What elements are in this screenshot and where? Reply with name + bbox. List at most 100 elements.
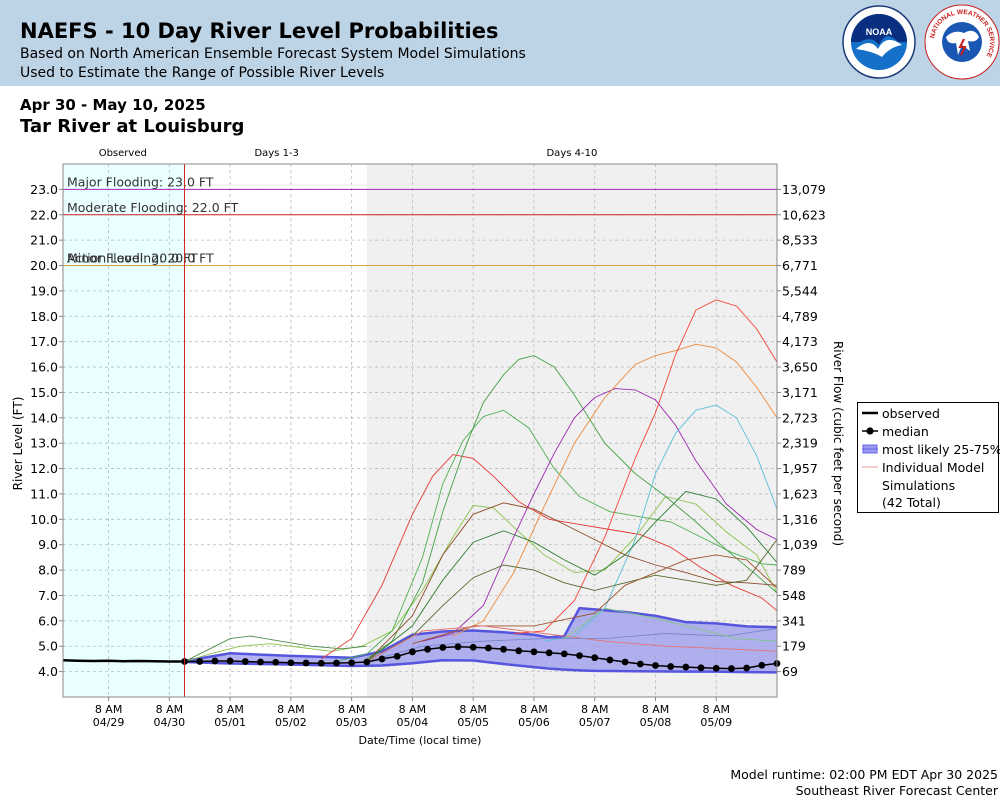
- y-axis-title: River Level (FT): [11, 397, 25, 491]
- flow-tick-label: 69: [782, 664, 798, 679]
- median-marker-icon: [862, 427, 878, 435]
- noaa-logo: NOAA: [842, 5, 916, 79]
- forecast-center: Southeast River Forecast Center: [795, 783, 998, 798]
- flow-tick-label: 789: [782, 563, 806, 578]
- river-level-chart: Major Flooding: 23.0 FT Moderate Flooding…: [11, 148, 845, 747]
- median-point: [545, 649, 553, 657]
- x-tick-label-time: 8 AM: [338, 703, 366, 716]
- axes: Observed Days 1-3 Days 4-10 4.0 5.0 6.0 7.0 8.0…: [11, 148, 845, 747]
- y-tick-label: 19.0: [30, 283, 58, 298]
- median-point: [743, 664, 751, 672]
- y-tick-label: 20.0: [30, 258, 58, 273]
- member-line: [452, 343, 778, 637]
- median-point: [621, 658, 629, 666]
- member-line: [366, 628, 778, 662]
- median-point: [667, 663, 675, 670]
- median-point: [241, 658, 249, 665]
- y-tick-label: 13.0: [30, 436, 58, 451]
- report-header: NAEFS - 10 Day River Level Probabilities…: [0, 0, 1000, 86]
- member-line: [366, 625, 778, 662]
- legend-likely-label: most likely 25-75%: [882, 442, 1000, 457]
- member-line: [544, 404, 778, 642]
- threshold-label: Major Flooding: 23.0 FT: [67, 174, 214, 189]
- median-point: [257, 658, 264, 666]
- y-tick-label: 15.0: [30, 385, 58, 400]
- member-simulations: [184, 299, 778, 662]
- observed-section-bg: [63, 164, 185, 697]
- legend-median-label: median: [882, 424, 929, 439]
- page-subtitle-2: Used to Estimate the Range of Possible R…: [20, 65, 385, 81]
- median-point: [515, 647, 523, 655]
- x-tick-label-time: 8 AM: [277, 703, 305, 716]
- x-tick-label-date: 04/29: [93, 716, 125, 729]
- flow-tick-label: 5,544: [782, 283, 818, 298]
- y-tick-label: 8.0: [38, 563, 58, 578]
- median-point: [697, 664, 705, 672]
- member-line: [412, 554, 778, 645]
- x-tick-label-time: 8 AM: [520, 703, 548, 716]
- x-tick-label-date: 05/02: [275, 716, 307, 729]
- y-tick-label: 11.0: [30, 486, 58, 501]
- y-tick-label: 14.0: [30, 410, 58, 425]
- x-tick-label-time: 8 AM: [702, 703, 730, 716]
- flow-tick-label: 179: [782, 639, 806, 654]
- y-tick-label: 17.0: [30, 334, 58, 349]
- median-point: [363, 658, 371, 666]
- median-point: [591, 654, 599, 662]
- flow-tick-label: 1,039: [782, 537, 818, 552]
- section-label: Days 1-3: [254, 148, 298, 159]
- x-tick-label-date: 05/08: [640, 716, 672, 729]
- y-tick-label: 12.0: [30, 461, 58, 476]
- x-axis-title: Date/Time (local time): [359, 734, 482, 747]
- y-tick-label: 18.0: [30, 309, 58, 324]
- median-point: [196, 658, 204, 665]
- likely-band-lower: [184, 658, 778, 674]
- median-point: [636, 660, 644, 668]
- page-title: NAEFS - 10 Day River Level Probabilities: [20, 19, 499, 43]
- legend-individual-label-2: Simulations: [882, 478, 956, 493]
- svg-text:NOAA: NOAA: [866, 27, 893, 37]
- median-point: [728, 665, 735, 672]
- x-tick-label-time: 8 AM: [459, 703, 487, 716]
- member-line-icon: [862, 466, 878, 468]
- median-point: [500, 645, 507, 653]
- member-line: [336, 409, 778, 662]
- legend-total-label: (42 Total): [882, 495, 941, 510]
- section-backgrounds: [63, 164, 777, 697]
- plot-frame: [62, 163, 778, 698]
- y-tick-label: 10.0: [30, 512, 58, 527]
- median-point: [682, 663, 690, 671]
- median-point: [393, 652, 401, 660]
- nws-logo: NATIONAL WEATHER SERVICE: [924, 4, 1000, 80]
- y-tick-label: 22.0: [30, 207, 58, 222]
- median-line: [184, 645, 778, 670]
- observed-median-layer: [62, 164, 781, 697]
- x-tick-label-time: 8 AM: [156, 703, 184, 716]
- threshold-label: Action Level: 20.0 FT: [67, 251, 198, 266]
- median-point: [272, 658, 280, 666]
- flow-tick-label: 3,650: [782, 360, 818, 375]
- member-line: [366, 355, 778, 660]
- member-line: [366, 490, 778, 662]
- y-tick-label: 5.0: [38, 639, 58, 654]
- x-tick-label-date: 05/06: [518, 716, 550, 729]
- observed-line: [62, 658, 185, 663]
- member-line: [513, 299, 778, 634]
- likely-band-icon: [862, 444, 878, 454]
- median-point: [606, 656, 614, 664]
- member-line: [366, 539, 778, 662]
- median-point: [287, 659, 295, 667]
- threshold-label: Moderate Flooding: 22.0 FT: [67, 200, 239, 215]
- legend-individual-label: Individual Model: [882, 460, 985, 475]
- median-point: [560, 650, 568, 658]
- median-point: [317, 659, 325, 667]
- flow-tick-label: 6,771: [782, 258, 818, 273]
- median-point: [302, 659, 310, 667]
- median-point: [409, 648, 416, 656]
- legend-observed-label: observed: [882, 406, 940, 421]
- threshold-label: Minor Flooding: 20.0 FT: [67, 251, 214, 266]
- y-tick-label: 23.0: [30, 182, 58, 197]
- flow-tick-label: 4,173: [782, 334, 818, 349]
- member-line: [366, 502, 778, 662]
- x-tick-label-time: 8 AM: [95, 703, 123, 716]
